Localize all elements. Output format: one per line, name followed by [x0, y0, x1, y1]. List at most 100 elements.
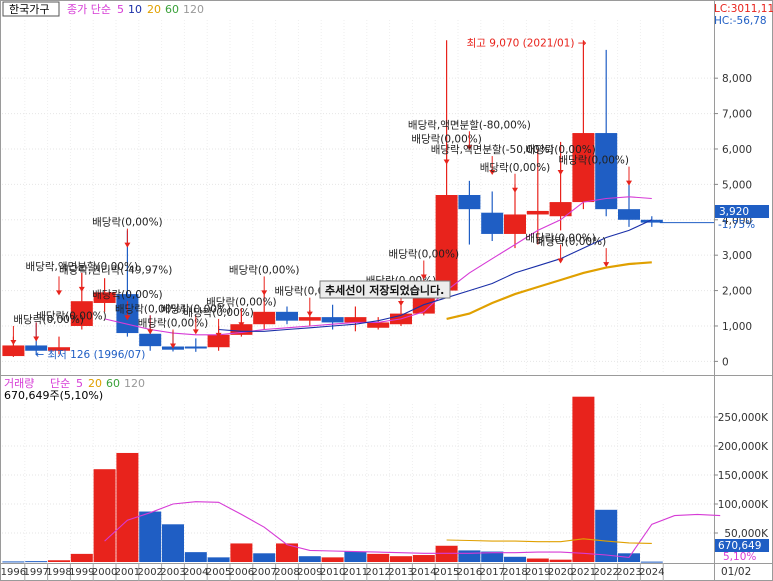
candle-body: [595, 133, 618, 210]
price-ma-120[interactable]: 120: [183, 3, 204, 16]
annotation: 배당락(0,00%): [525, 144, 596, 176]
candle-body: [458, 195, 481, 210]
x-axis-label: 1999: [69, 567, 94, 578]
volume-ma-120[interactable]: 120: [124, 377, 145, 390]
annotation-label: 배당락(0,00%): [92, 289, 163, 301]
volume-ma-prefix: 단순: [50, 377, 70, 390]
price-ma-5[interactable]: 5: [117, 3, 124, 16]
current-volume-tag: [715, 539, 769, 552]
candle-2004[interactable]: [184, 338, 207, 352]
volume-bar-2016[interactable]: [458, 550, 481, 562]
candle-2018[interactable]: [504, 184, 526, 249]
volume-bar-1999[interactable]: [70, 553, 93, 562]
volume-bar-2009[interactable]: [298, 556, 321, 562]
volume-bar-1997[interactable]: [25, 561, 48, 563]
x-axis-label: 2009: [297, 567, 322, 578]
volume-bar-1998[interactable]: [48, 560, 70, 562]
price-ma-10[interactable]: 10: [128, 3, 142, 16]
candle-2021[interactable]: [572, 40, 595, 210]
volume-bar-2002[interactable]: [139, 511, 162, 562]
annotation-label: 배당락,액면분할(0,00%): [26, 261, 139, 273]
candle-2010[interactable]: [321, 304, 344, 330]
stock-name-box[interactable]: [2, 1, 60, 17]
candle-2024[interactable]: [640, 216, 663, 227]
volume-bar-2017[interactable]: [481, 551, 504, 562]
candle-2017[interactable]: [481, 191, 504, 242]
volume-bar-2019[interactable]: [526, 558, 549, 562]
volume-bar-2007[interactable]: [253, 553, 276, 562]
volume-bar-2006[interactable]: [230, 543, 253, 562]
volume-bar-1996[interactable]: [2, 561, 25, 563]
annotation-arrowhead: [10, 339, 17, 345]
volume-bar-2003[interactable]: [162, 524, 184, 562]
candle-1998[interactable]: [48, 336, 70, 355]
volume-ma-5[interactable]: 5: [76, 377, 83, 390]
annotation-arrowhead: [443, 159, 450, 165]
volume-bar-2021[interactable]: [572, 396, 595, 562]
volume-axis: 50,000K 100,000K 150,000K 200,000K 250,000K: [714, 412, 769, 540]
candle-2011[interactable]: [344, 306, 367, 332]
volume-bar-2008[interactable]: [276, 543, 298, 562]
volume-bar-2012[interactable]: [367, 553, 390, 562]
annotation: 최고 9,070 (2021/01) →: [467, 37, 587, 49]
annotation: 배당락(0,00%): [161, 303, 231, 335]
annotation-label: 배당락,액면분할(-50,00%): [431, 144, 554, 156]
candle-2016[interactable]: [458, 180, 481, 245]
price-ma-60[interactable]: 60: [165, 3, 179, 16]
candle-2022[interactable]: [595, 49, 618, 217]
volume-ma-60[interactable]: 60: [106, 377, 120, 390]
candle-body: [640, 219, 663, 223]
volume-bar-2014[interactable]: [412, 555, 435, 562]
volume-tick-label: 250,000K: [718, 412, 769, 424]
x-axis-right-label: 01/02: [721, 566, 751, 578]
candle-2015[interactable]: [435, 40, 458, 298]
x-axis-label: 2018: [502, 567, 527, 578]
annotation-label: 배당락(0,00%): [229, 264, 300, 276]
candle-2019[interactable]: [526, 148, 549, 245]
volume-bar-2004[interactable]: [184, 552, 207, 562]
volume-bars[interactable]: [2, 396, 663, 563]
candle-2000[interactable]: [93, 278, 116, 312]
volume-bar-2018[interactable]: [504, 556, 526, 562]
price-ma-20[interactable]: 20: [147, 3, 161, 16]
x-axis-label: 2010: [320, 567, 345, 578]
x-axis-label: 2005: [206, 567, 231, 578]
annotation: 배당락(0,00%): [183, 307, 254, 338]
volume-bar-2000[interactable]: [93, 469, 116, 562]
volume-bar-2020[interactable]: [549, 559, 572, 562]
annotation-arrowhead: [33, 336, 40, 342]
volume-bar-2015[interactable]: [435, 545, 458, 562]
annotation: 배당락(0,00%): [33, 310, 107, 342]
volume-bar-2010[interactable]: [321, 557, 344, 562]
candle-2023[interactable]: [618, 180, 640, 227]
x-axis-label: 2011: [343, 567, 368, 578]
candle-body: [367, 322, 390, 328]
price-tick-label: 7,000: [722, 109, 752, 121]
candle-body: [2, 345, 25, 357]
x-axis-label: 2000: [92, 567, 117, 578]
candle-body: [549, 202, 572, 217]
volume-ma-20[interactable]: 20: [88, 377, 102, 390]
volume-tick-label: 200,000K: [718, 441, 769, 453]
annotation-arrowhead: [147, 329, 154, 335]
candle-2008[interactable]: [276, 306, 298, 325]
candle-body: [70, 301, 93, 326]
price-tick-label: 3,000: [722, 250, 752, 262]
candle-2012[interactable]: [367, 317, 390, 330]
annotation-arrowhead: [124, 315, 131, 321]
price-tick-label: 5,000: [722, 179, 752, 191]
volume-label: 거래량: [4, 377, 34, 390]
volume-bar-2024[interactable]: [640, 561, 663, 563]
x-axis-label: 2006: [229, 567, 254, 578]
annotation-arrowhead: [215, 332, 222, 338]
volume-bar-2013[interactable]: [390, 556, 412, 562]
candle-2007[interactable]: [253, 292, 276, 330]
volume-bar-2001[interactable]: [116, 452, 139, 562]
annotation: 배당락(0,00%): [229, 264, 300, 296]
volume-bar-2011[interactable]: [344, 551, 367, 562]
x-axis-label: 1996: [1, 567, 26, 578]
volume-bar-2022[interactable]: [595, 509, 618, 562]
volume-bar-2005[interactable]: [207, 557, 230, 562]
annotation: 배당락(0,00%): [138, 318, 208, 349]
